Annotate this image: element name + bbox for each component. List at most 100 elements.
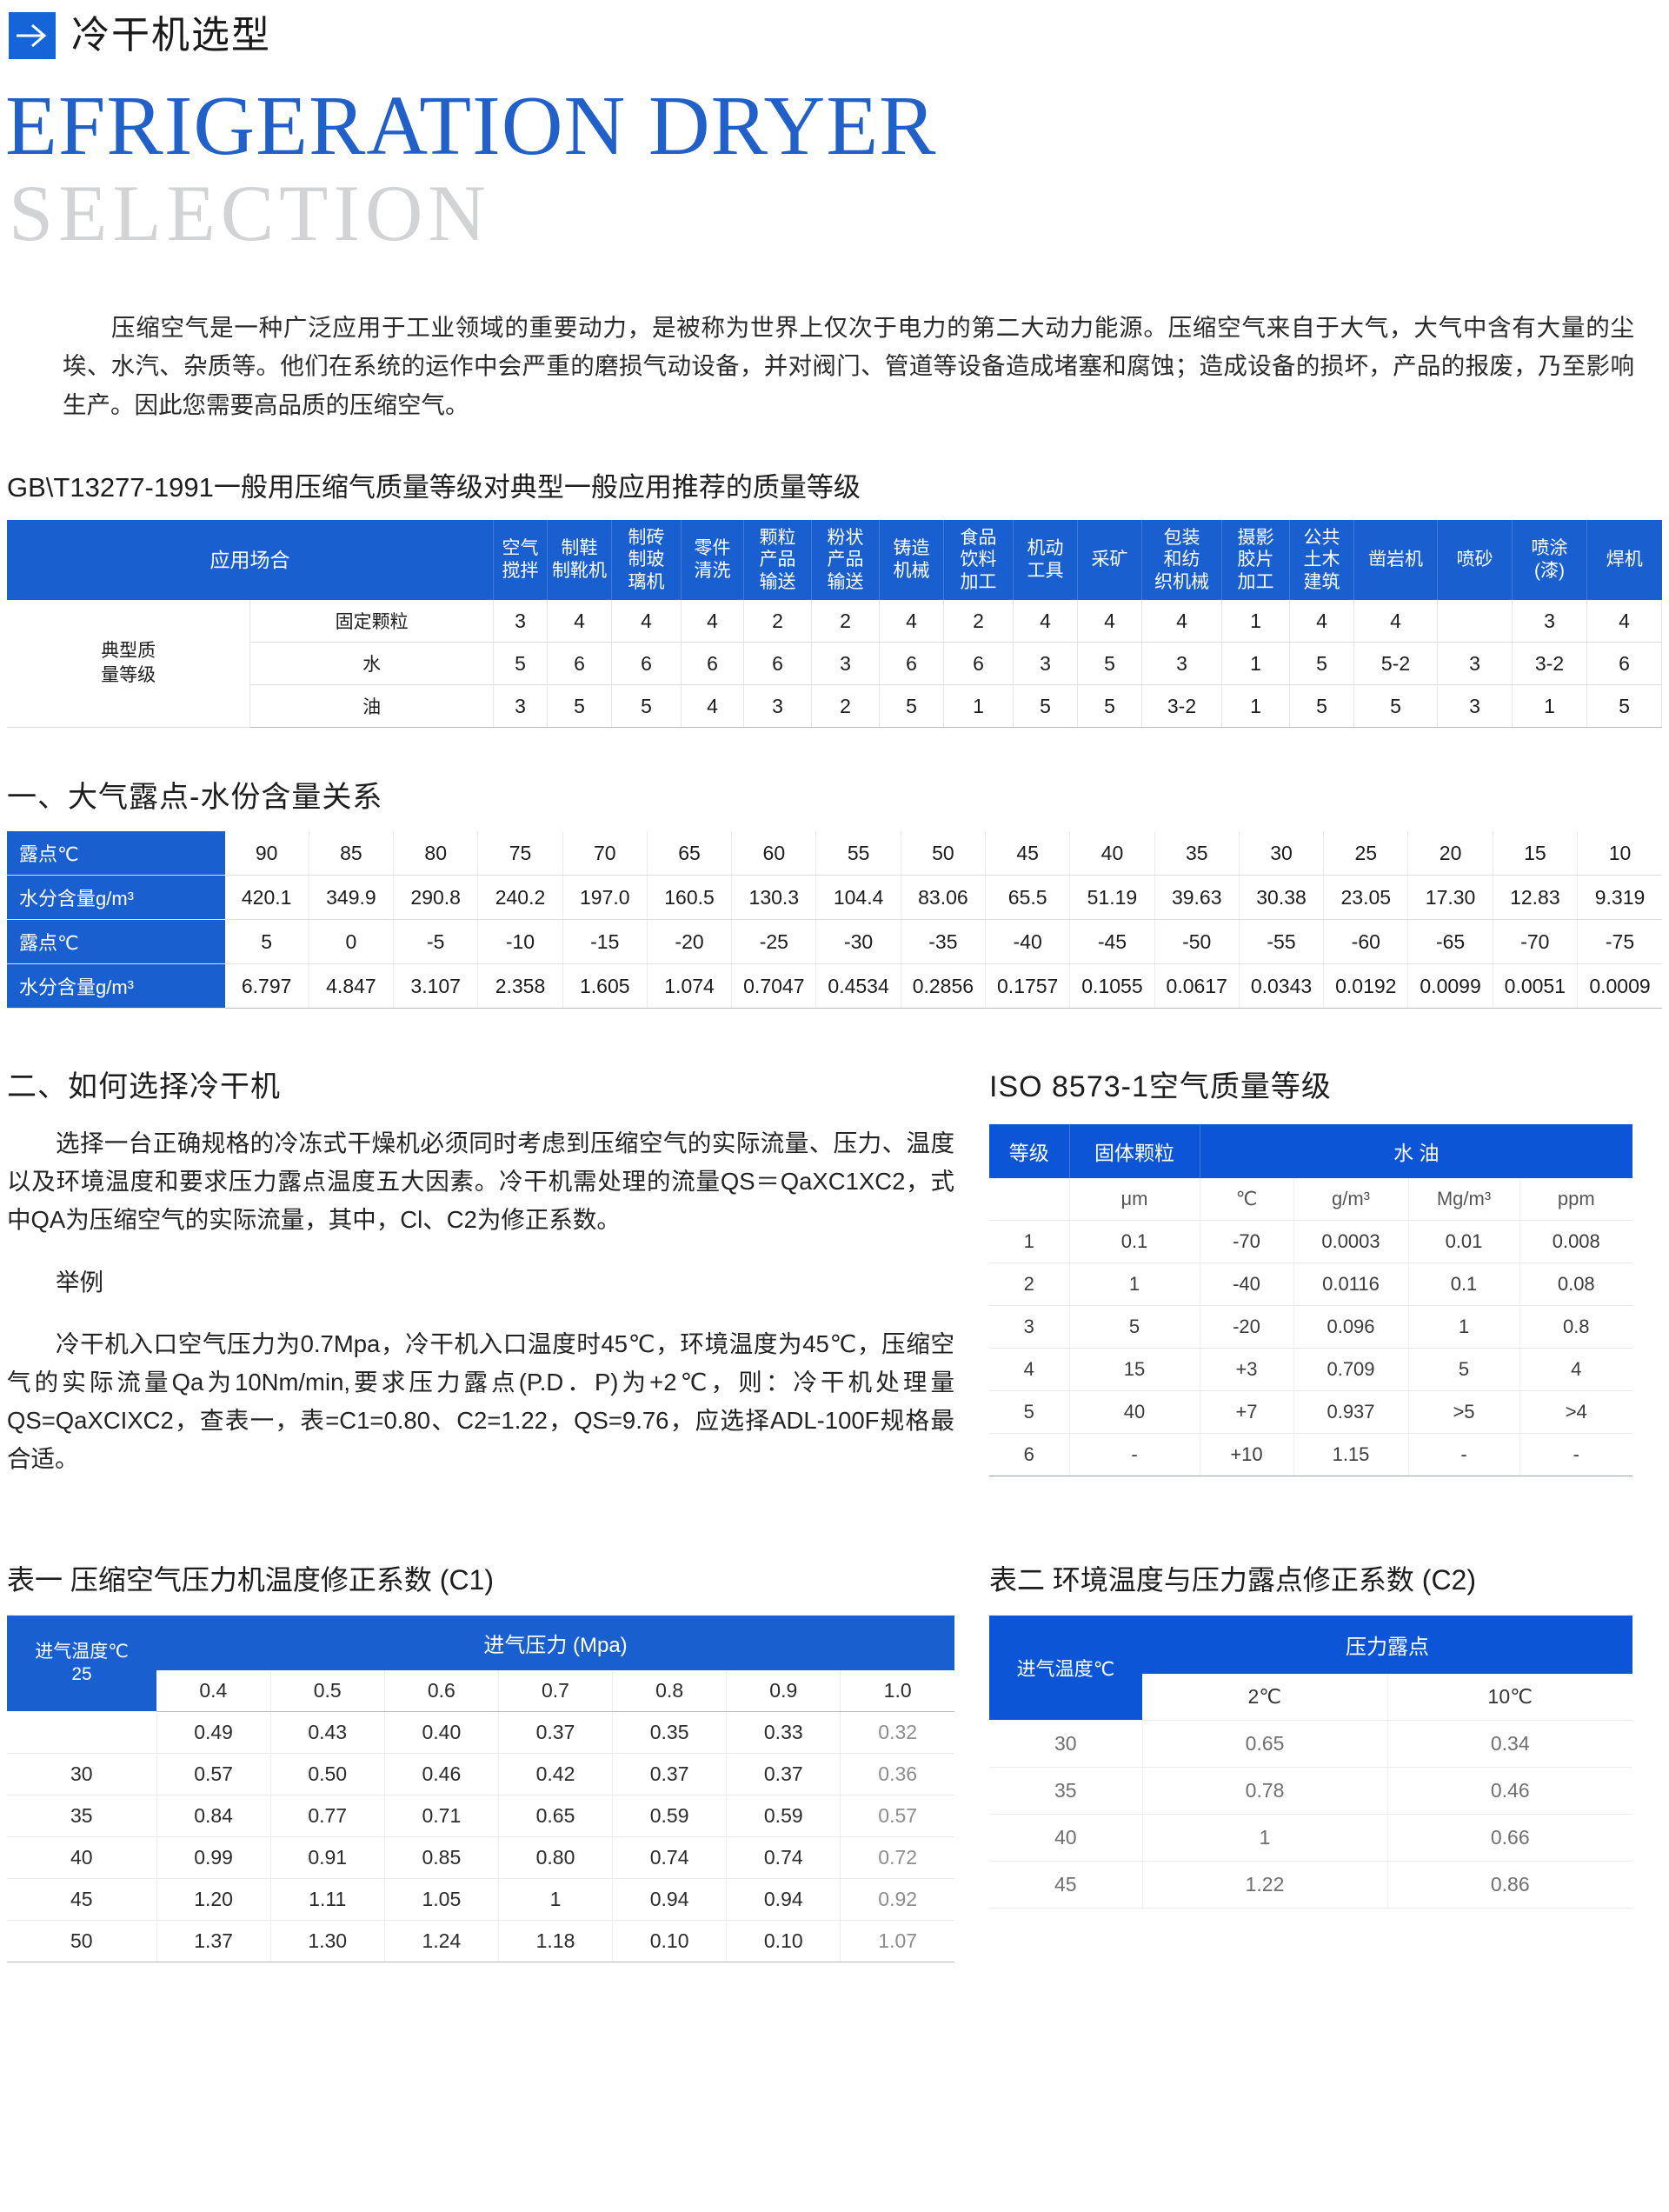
iso-table-head: 等级 固体颗粒 水 油 — [989, 1124, 1633, 1179]
dewpoint-cell: 0 — [309, 919, 395, 965]
dewpoint-cell: -75 — [1577, 919, 1662, 965]
gb-row-label: 油 — [249, 684, 494, 729]
gb-cell: 5 — [1586, 684, 1662, 729]
table-c1-cell: 0.37 — [498, 1711, 614, 1754]
table-c1-pressure-header: 0.6 — [384, 1669, 499, 1712]
iso-cell: 0.0003 — [1293, 1220, 1409, 1264]
table-c1-cell: 0.36 — [840, 1753, 954, 1796]
dewpoint-cell: 4.847 — [309, 963, 395, 1009]
table-c1-cell: 0.94 — [612, 1878, 728, 1921]
dewpoint-cell: 17.30 — [1407, 875, 1493, 921]
gb-cell: 5 — [1353, 684, 1438, 729]
iso-cell: - — [1069, 1433, 1200, 1477]
dewpoint-cell: 40 — [1069, 831, 1155, 876]
table-row: 40 0.99 0.91 0.85 0.80 0.74 0.74 0.72 — [7, 1836, 954, 1879]
dewpoint-cell: 0.0192 — [1323, 963, 1409, 1009]
dewpoint-cell: -25 — [731, 919, 817, 965]
gb-cell: 1 — [943, 684, 1014, 729]
gb-col-header: 制砖 制玻 璃机 — [611, 519, 682, 601]
bottom-tables-zone: 表一 压缩空气压力机温度修正系数 (C1) 进气温度℃ 25 进气压力 (Mpa… — [0, 1511, 1669, 1962]
table-c1-cell: 0.94 — [726, 1878, 841, 1921]
section-two-para1: 选择一台正确规格的冷冻式干燥机必须同时考虑到压缩空气的实际流量、压力、温度以及环… — [7, 1129, 954, 1234]
dewpoint-cell: 160.5 — [647, 875, 733, 921]
table-c1-head: 进气温度℃ 25 进气压力 (Mpa) 0.4 0.5 0.6 0.7 0.8 0.9 1.… — [7, 1615, 954, 1712]
gb-cell: 1 — [1221, 684, 1290, 729]
table-c1-cell: 0.59 — [612, 1795, 728, 1837]
table-c1-cell: 0.49 — [156, 1711, 271, 1754]
dewpoint-cell: 55 — [815, 831, 901, 876]
page-title-cn: 冷干机选型 — [71, 14, 271, 57]
table-c1-cell: 0.92 — [840, 1878, 954, 1921]
table-row: 2 1 -40 0.0116 0.1 0.08 — [989, 1263, 1633, 1307]
dewpoint-cell: 0.0617 — [1154, 963, 1240, 1009]
iso-cell: 2 — [989, 1263, 1070, 1307]
gb-cell: 5 — [1289, 642, 1354, 686]
table-c1: 进气温度℃ 25 进气压力 (Mpa) 0.4 0.5 0.6 0.7 0.8 0.9 1.… — [7, 1615, 954, 1962]
iso-cell: - — [1519, 1433, 1633, 1477]
gb-cell: 4 — [1141, 600, 1222, 643]
gb-col-header: 食品 饮料 加工 — [943, 519, 1014, 601]
table-c1-cell: 0.72 — [840, 1836, 954, 1879]
table-c1-cell: 0.37 — [612, 1753, 728, 1796]
dewpoint-cell: 65.5 — [985, 875, 1071, 921]
dewpoint-cell: 75 — [477, 831, 563, 876]
gb-cell: 2 — [811, 600, 880, 643]
iso-cell: 3 — [989, 1305, 1070, 1349]
iso-cell: 0.096 — [1293, 1305, 1409, 1349]
table-c1-heading: 表一 压缩空气压力机温度修正系数 (C1) — [7, 1563, 495, 1596]
dewpoint-cell: 0.0099 — [1407, 963, 1493, 1009]
gb-cell: 4 — [547, 600, 612, 643]
table-c1-pressure-header: 0.9 — [726, 1669, 841, 1712]
dewpoint-cell: 35 — [1154, 831, 1240, 876]
dewpoint-row-header: 露点℃ — [7, 831, 225, 876]
dewpoint-cell: 20 — [1407, 831, 1493, 876]
table-c2-temp: 45 — [989, 1861, 1143, 1909]
iso-cell: 5 — [989, 1390, 1070, 1435]
table-c2-cell: 0.46 — [1387, 1767, 1632, 1815]
table-row: 1 0.1 -70 0.0003 0.01 0.008 — [989, 1220, 1633, 1264]
gb-cell: 2 — [943, 600, 1014, 643]
iso-unit-cell: g/m³ — [1293, 1178, 1409, 1222]
gb-cell: 6 — [943, 642, 1014, 686]
table-c1-pressure-header: 0.5 — [270, 1669, 385, 1712]
table-c1-cell: 1.30 — [270, 1920, 385, 1962]
table-c1-cell: 1.05 — [384, 1878, 499, 1921]
table-c2-cell: 0.78 — [1142, 1767, 1388, 1815]
table-c2-dewpoint-row: 2℃ 10℃ — [989, 1673, 1632, 1721]
dewpoint-cell: 104.4 — [815, 875, 901, 921]
gb-cell: 1 — [1221, 642, 1290, 686]
iso-cell: 0.1 — [1408, 1263, 1520, 1307]
table-c1-pressure-header: 0.7 — [498, 1669, 614, 1712]
dewpoint-row-header: 露点℃ — [7, 919, 225, 965]
dewpoint-cell: 12.83 — [1493, 875, 1579, 921]
table-c2-group-row: 进气温度℃ 压力露点 — [989, 1615, 1632, 1721]
table-c1-cell: 0.50 — [270, 1753, 385, 1796]
gb-quality-grade-table: 应用场合 空气 搅拌 制鞋 制靴机 制砖 制玻 璃机 零件 清洗 颗粒 产品 输送 粉状 产品输… — [7, 519, 1662, 729]
dewpoint-cell: -15 — [562, 919, 648, 965]
table-c1-cell: 0.42 — [498, 1753, 614, 1796]
gb-cell: 5 — [1077, 684, 1142, 729]
gb-cell: 4 — [1586, 600, 1662, 643]
table-c2-cell: 1 — [1142, 1814, 1388, 1862]
gb-cell: 3-2 — [1512, 642, 1587, 686]
dewpoint-cell: 2.358 — [477, 963, 563, 1009]
dewpoint-cell: 45 — [985, 831, 1071, 876]
iso-unit-cell: Mg/m³ — [1408, 1178, 1520, 1222]
table-c2-temp: 30 — [989, 1720, 1143, 1768]
table-c2-temp: 40 — [989, 1814, 1143, 1862]
table-c1-group-header: 进气压力 (Mpa) — [156, 1615, 954, 1670]
dewpoint-row-header: 水分含量g/m³ — [7, 963, 225, 1009]
table-c1-cell: 0.74 — [726, 1836, 841, 1879]
table-c1-cell: 1 — [498, 1878, 614, 1921]
arrow-right-icon — [9, 12, 56, 59]
table-c1-pressure-row: 0.4 0.5 0.6 0.7 0.8 0.9 1.0 — [7, 1669, 954, 1712]
gb-table-header-row: 应用场合 空气 搅拌 制鞋 制靴机 制砖 制玻 璃机 零件 清洗 颗粒 产品 输送 粉状 产品输… — [7, 519, 1662, 601]
gb-cell — [1437, 600, 1513, 643]
table-c1-cell: 0.57 — [156, 1753, 271, 1796]
table-row: 4 15 +3 0.709 5 4 — [989, 1348, 1633, 1392]
table-c1-column: 表一 压缩空气压力机温度修正系数 (C1) 进气温度℃ 25 进气压力 (Mpa… — [7, 1511, 954, 1962]
dewpoint-cell: 83.06 — [901, 875, 987, 921]
dewpoint-cell: -65 — [1407, 919, 1493, 965]
table-c2-temp: 35 — [989, 1767, 1143, 1815]
dewpoint-cell: -50 — [1154, 919, 1240, 965]
